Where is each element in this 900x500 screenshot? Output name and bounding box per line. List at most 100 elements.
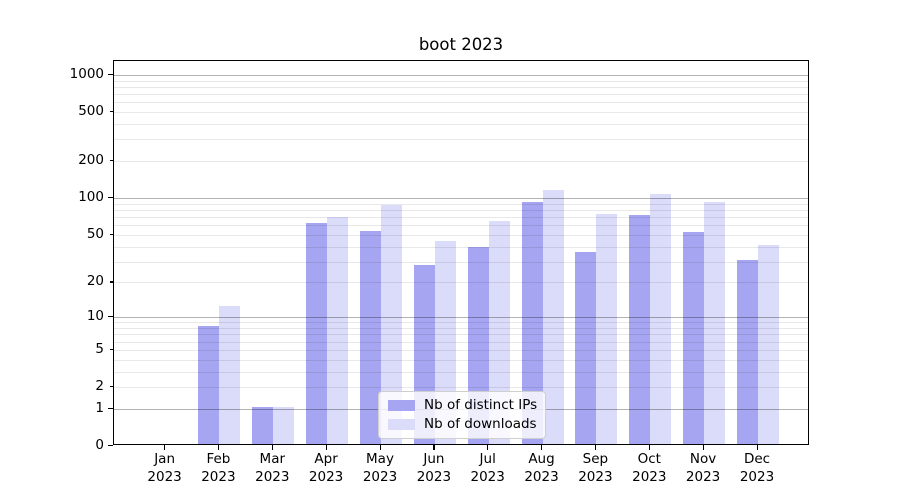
gridline-minor: [114, 94, 808, 95]
x-tick-month: Feb: [206, 451, 231, 467]
gridline-minor: [114, 387, 808, 388]
x-tick-label: Dec 2023: [717, 451, 797, 486]
x-tick-year: 2023: [578, 468, 613, 485]
y-tick-label: 0: [95, 437, 104, 453]
x-tick-year: 2023: [416, 468, 452, 485]
y-tick-label: 500: [78, 103, 104, 119]
gridline-major: [114, 74, 808, 76]
gridline-major: [114, 198, 808, 200]
bar-downloads: [273, 406, 295, 444]
x-tick-year: 2023: [685, 468, 721, 485]
y-tick-label: 5: [95, 340, 104, 357]
gridline-major: [114, 317, 808, 319]
x-tick-month: Nov: [689, 451, 717, 467]
y-tick-mark: [110, 160, 113, 162]
x-tick-mark: [702, 445, 704, 450]
bar-distinct-ips: [306, 223, 328, 444]
gridline-minor: [114, 102, 808, 104]
x-tick-month: Apr: [314, 451, 338, 467]
gridline-minor: [114, 349, 808, 351]
x-tick-label: Jul 2023: [448, 451, 528, 486]
x-tick-mark: [325, 445, 327, 450]
x-tick-mark: [541, 445, 543, 450]
bar-downloads: [542, 190, 564, 444]
gridline-minor: [114, 217, 808, 218]
x-tick-mark: [594, 445, 597, 450]
y-tick-mark: [110, 233, 113, 235]
x-tick-month: Aug: [528, 451, 555, 467]
x-tick-label: Nov 2023: [663, 451, 743, 486]
bar-downloads: [327, 217, 349, 444]
bar-distinct-ips: [629, 215, 651, 444]
gridline-minor: [114, 139, 808, 141]
x-tick-label: Aug 2023: [502, 451, 582, 486]
x-tick-label: Apr 2023: [286, 451, 366, 486]
x-tick-label: Jan 2023: [125, 451, 205, 486]
y-tick-label: 100: [78, 189, 104, 206]
x-tick-mark: [379, 445, 381, 450]
x-tick-year: 2023: [308, 468, 344, 485]
gridline-minor: [114, 234, 808, 236]
legend-label: Nb of downloads: [424, 416, 537, 432]
x-tick-mark: [271, 445, 273, 450]
y-tick-mark: [108, 197, 113, 199]
chart-title: boot 2023: [418, 35, 504, 54]
y-tick-mark: [110, 348, 113, 350]
y-tick-mark: [110, 111, 113, 113]
x-tick-year: 2023: [201, 468, 236, 485]
x-tick-month: Jan: [154, 451, 175, 467]
x-tick-month: Oct: [637, 451, 661, 467]
gridline-minor: [114, 112, 808, 113]
gridline-minor: [114, 371, 808, 373]
gridline-minor: [114, 209, 808, 211]
y-tick-mark: [110, 281, 113, 283]
gridline-minor: [114, 322, 808, 324]
x-tick-year: 2023: [147, 468, 182, 485]
x-tick-label: Feb 2023: [178, 451, 258, 486]
y-tick-label: 10: [86, 308, 104, 325]
x-tick-year: 2023: [524, 468, 559, 485]
gridline-minor: [114, 282, 808, 284]
x-tick-month: Jul: [479, 451, 496, 467]
x-tick-label: Mar 2023: [232, 451, 312, 486]
gridline-minor: [114, 80, 808, 82]
bar-downloads: [650, 194, 672, 444]
bar-downloads: [219, 306, 241, 444]
x-tick-month: Dec: [743, 451, 771, 467]
legend-swatch-distinct-ips: [388, 400, 415, 411]
legend-item: Nb of distinct IPs: [388, 398, 537, 413]
y-tick-label: 2: [95, 378, 104, 394]
y-tick-mark: [108, 407, 113, 409]
x-tick-year: 2023: [255, 468, 290, 485]
gridline-minor: [114, 359, 808, 361]
gridline-minor: [114, 86, 808, 88]
bar-downloads: [488, 221, 510, 444]
legend-item: Nb of downloads: [388, 416, 537, 432]
gridline-minor: [114, 161, 808, 163]
bar-distinct-ips: [575, 251, 597, 444]
y-tick-mark: [108, 73, 113, 75]
x-tick-label: Sep 2023: [555, 451, 635, 486]
x-tick-year: 2023: [739, 468, 775, 485]
gridline-minor: [114, 124, 808, 125]
gridline-minor: [114, 225, 808, 227]
gridline-minor: [114, 334, 808, 336]
gridline-minor: [114, 341, 808, 343]
y-tick-mark: [108, 316, 113, 318]
bar-distinct-ips: [360, 230, 381, 444]
y-tick-label: 50: [86, 225, 104, 242]
x-tick-label: Oct 2023: [609, 451, 689, 486]
x-tick-mark: [648, 445, 650, 450]
x-tick-label: May 2023: [340, 451, 420, 486]
x-tick-year: 2023: [362, 468, 398, 485]
x-tick-mark: [487, 445, 489, 450]
y-tick-label: 1000: [69, 65, 104, 82]
bar-distinct-ips: [252, 406, 274, 444]
bar-downloads: [381, 204, 402, 444]
gridline-minor: [114, 328, 808, 329]
x-tick-month: Mar: [259, 451, 286, 467]
bar-distinct-ips: [736, 259, 758, 444]
x-tick-month: May: [366, 451, 394, 467]
bar-distinct-ips: [198, 326, 220, 444]
x-tick-year: 2023: [470, 468, 505, 485]
